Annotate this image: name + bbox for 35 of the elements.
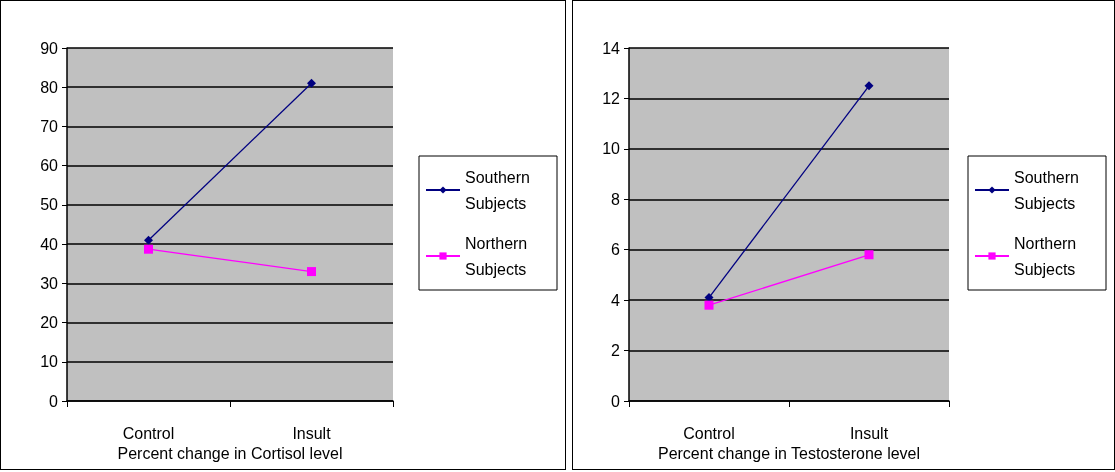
legend-label: Northern Subjects xyxy=(1014,234,1081,278)
y-tick-label: 20 xyxy=(40,314,59,332)
y-tick-label: 2 xyxy=(611,342,621,360)
y-tick-label: 40 xyxy=(40,235,59,253)
y-tick-label: 4 xyxy=(611,291,621,309)
x-axis-title: Percent change in Testosterone level xyxy=(657,445,921,463)
y-tick-label: 0 xyxy=(49,392,59,410)
x-tick-label: Control xyxy=(122,424,175,442)
point xyxy=(864,250,874,260)
point xyxy=(307,267,316,277)
y-tick-label: 12 xyxy=(602,89,621,107)
y-tick-label: 10 xyxy=(40,353,59,371)
y-tick-label: 60 xyxy=(40,157,59,175)
y-tick-label: 0 xyxy=(611,392,621,410)
y-tick-label: 90 xyxy=(40,39,59,57)
y-tick-label: 70 xyxy=(40,117,59,135)
x-tick-label: Insult xyxy=(849,424,889,442)
legend-label: Southern Subjects xyxy=(465,168,535,212)
x-tick-label: Control xyxy=(683,424,735,442)
point xyxy=(144,244,153,254)
legend-label: Northern Subjects xyxy=(465,234,532,278)
y-tick-label: 50 xyxy=(40,196,59,214)
y-tick-label: 6 xyxy=(611,241,621,259)
legend-label: Southern Subjects xyxy=(1014,168,1084,212)
y-tick-label: 8 xyxy=(611,190,621,208)
x-tick-label: Insult xyxy=(292,424,332,442)
y-tick-label: 80 xyxy=(40,78,59,96)
y-tick-label: 30 xyxy=(40,274,59,292)
point xyxy=(704,300,714,310)
x-axis-title: Percent change in Cortisol level xyxy=(117,445,343,463)
point xyxy=(307,78,316,88)
y-tick-label: 10 xyxy=(602,140,621,158)
point xyxy=(864,81,874,91)
point xyxy=(144,235,153,245)
y-tick-label: 14 xyxy=(602,39,621,57)
